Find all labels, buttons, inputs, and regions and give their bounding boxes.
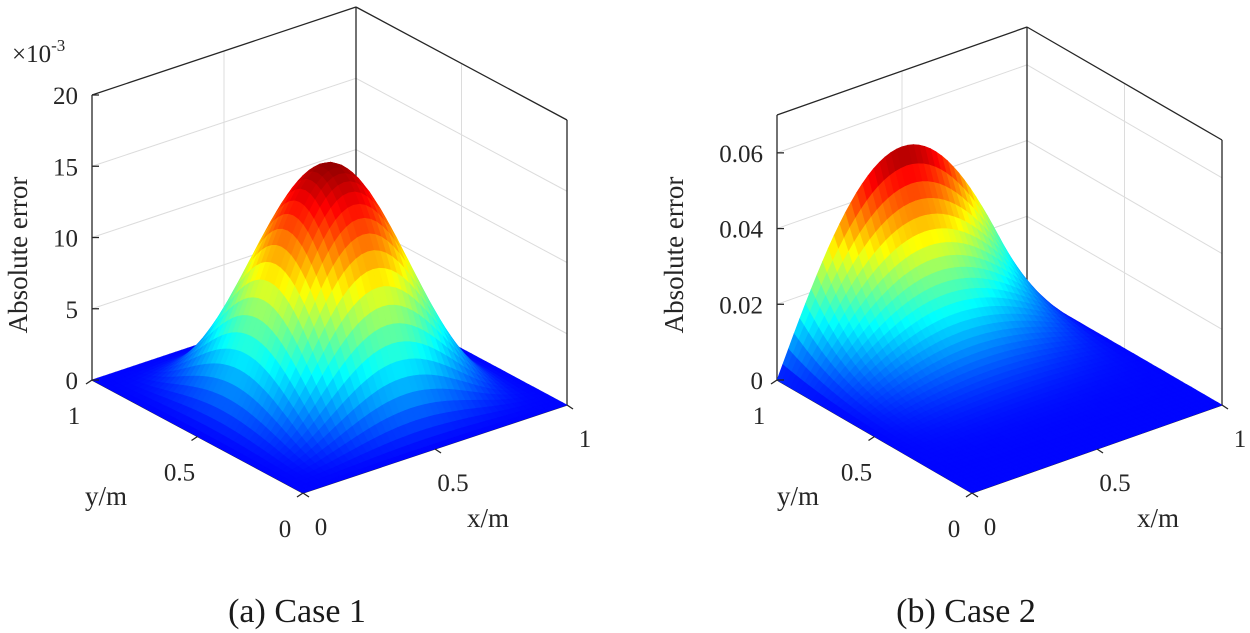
y-axis-label: y/m: [85, 481, 127, 511]
axes-box-edge: [91, 6, 357, 96]
x-tick: [1221, 404, 1229, 410]
z-gridline: [91, 6, 568, 121]
axis-ticks: 0 0.02 0.04 0.06 0 0.5 1 0 0.5 1: [719, 141, 1246, 543]
surface-patch: [966, 488, 979, 494]
y-tick: [868, 435, 875, 442]
y-tick: [965, 492, 973, 498]
y-axis-label: y/m: [777, 481, 819, 511]
x-tick: [1096, 448, 1104, 454]
z-tick-label: 5: [66, 297, 79, 324]
axes-box-edge: [355, 6, 568, 121]
z-tick-label: 15: [53, 154, 78, 181]
z-axis-label: Absolute error: [3, 177, 33, 334]
x-tick-label: 0.5: [1099, 470, 1130, 497]
surface-plot: [776, 144, 1223, 494]
y-tick-label: 1: [68, 403, 81, 430]
y-tick: [191, 435, 198, 442]
z-tick-label: 10: [53, 226, 78, 253]
caption: (b) Case 2: [896, 593, 1036, 630]
y-tick-label: 0.5: [164, 460, 195, 487]
y-tick: [296, 492, 304, 498]
z-tick-label: 0.02: [719, 292, 763, 319]
x-axis-label: x/m: [1137, 503, 1179, 533]
y-tick-label: 0.5: [841, 460, 872, 487]
axes-box-edge: [1026, 26, 1223, 141]
x-tick-label: 1: [1234, 426, 1247, 453]
x-tick: [434, 448, 442, 454]
axes-box-edge: [776, 26, 1028, 116]
z-tick-label: 0: [66, 368, 79, 395]
surface-patch: [297, 488, 310, 494]
z-tick-label: 0.06: [719, 141, 763, 168]
surface-plot: [91, 161, 568, 494]
y-tick: [85, 379, 93, 385]
z-gridline: [776, 64, 1223, 179]
z-tick-label: 20: [53, 83, 78, 110]
z-tick-label: 0: [751, 368, 764, 395]
y-tick-label: 0: [948, 516, 961, 543]
x-tick-label: 0.5: [437, 470, 468, 497]
caption: (a) Case 1: [228, 593, 366, 630]
x-tick: [566, 404, 574, 410]
x-tick-label: 0: [315, 514, 328, 541]
z-axis-label: Absolute error: [659, 177, 689, 334]
x-tick-label: 0: [984, 514, 997, 541]
x-axis-label: x/m: [467, 503, 509, 533]
y-tick: [770, 379, 778, 385]
x-tick: [302, 492, 310, 498]
z-scale-factor: ×10-3: [12, 36, 65, 68]
panel-case-2: 0 0.02 0.04 0.06 0 0.5 1 0 0.5 1 Absolute error x…: [659, 26, 1246, 630]
y-tick-label: 0: [279, 516, 292, 543]
z-tick-label: 0.04: [719, 217, 763, 244]
x-tick: [971, 492, 979, 498]
x-tick-label: 1: [579, 426, 592, 453]
y-tick-label: 1: [753, 403, 766, 430]
